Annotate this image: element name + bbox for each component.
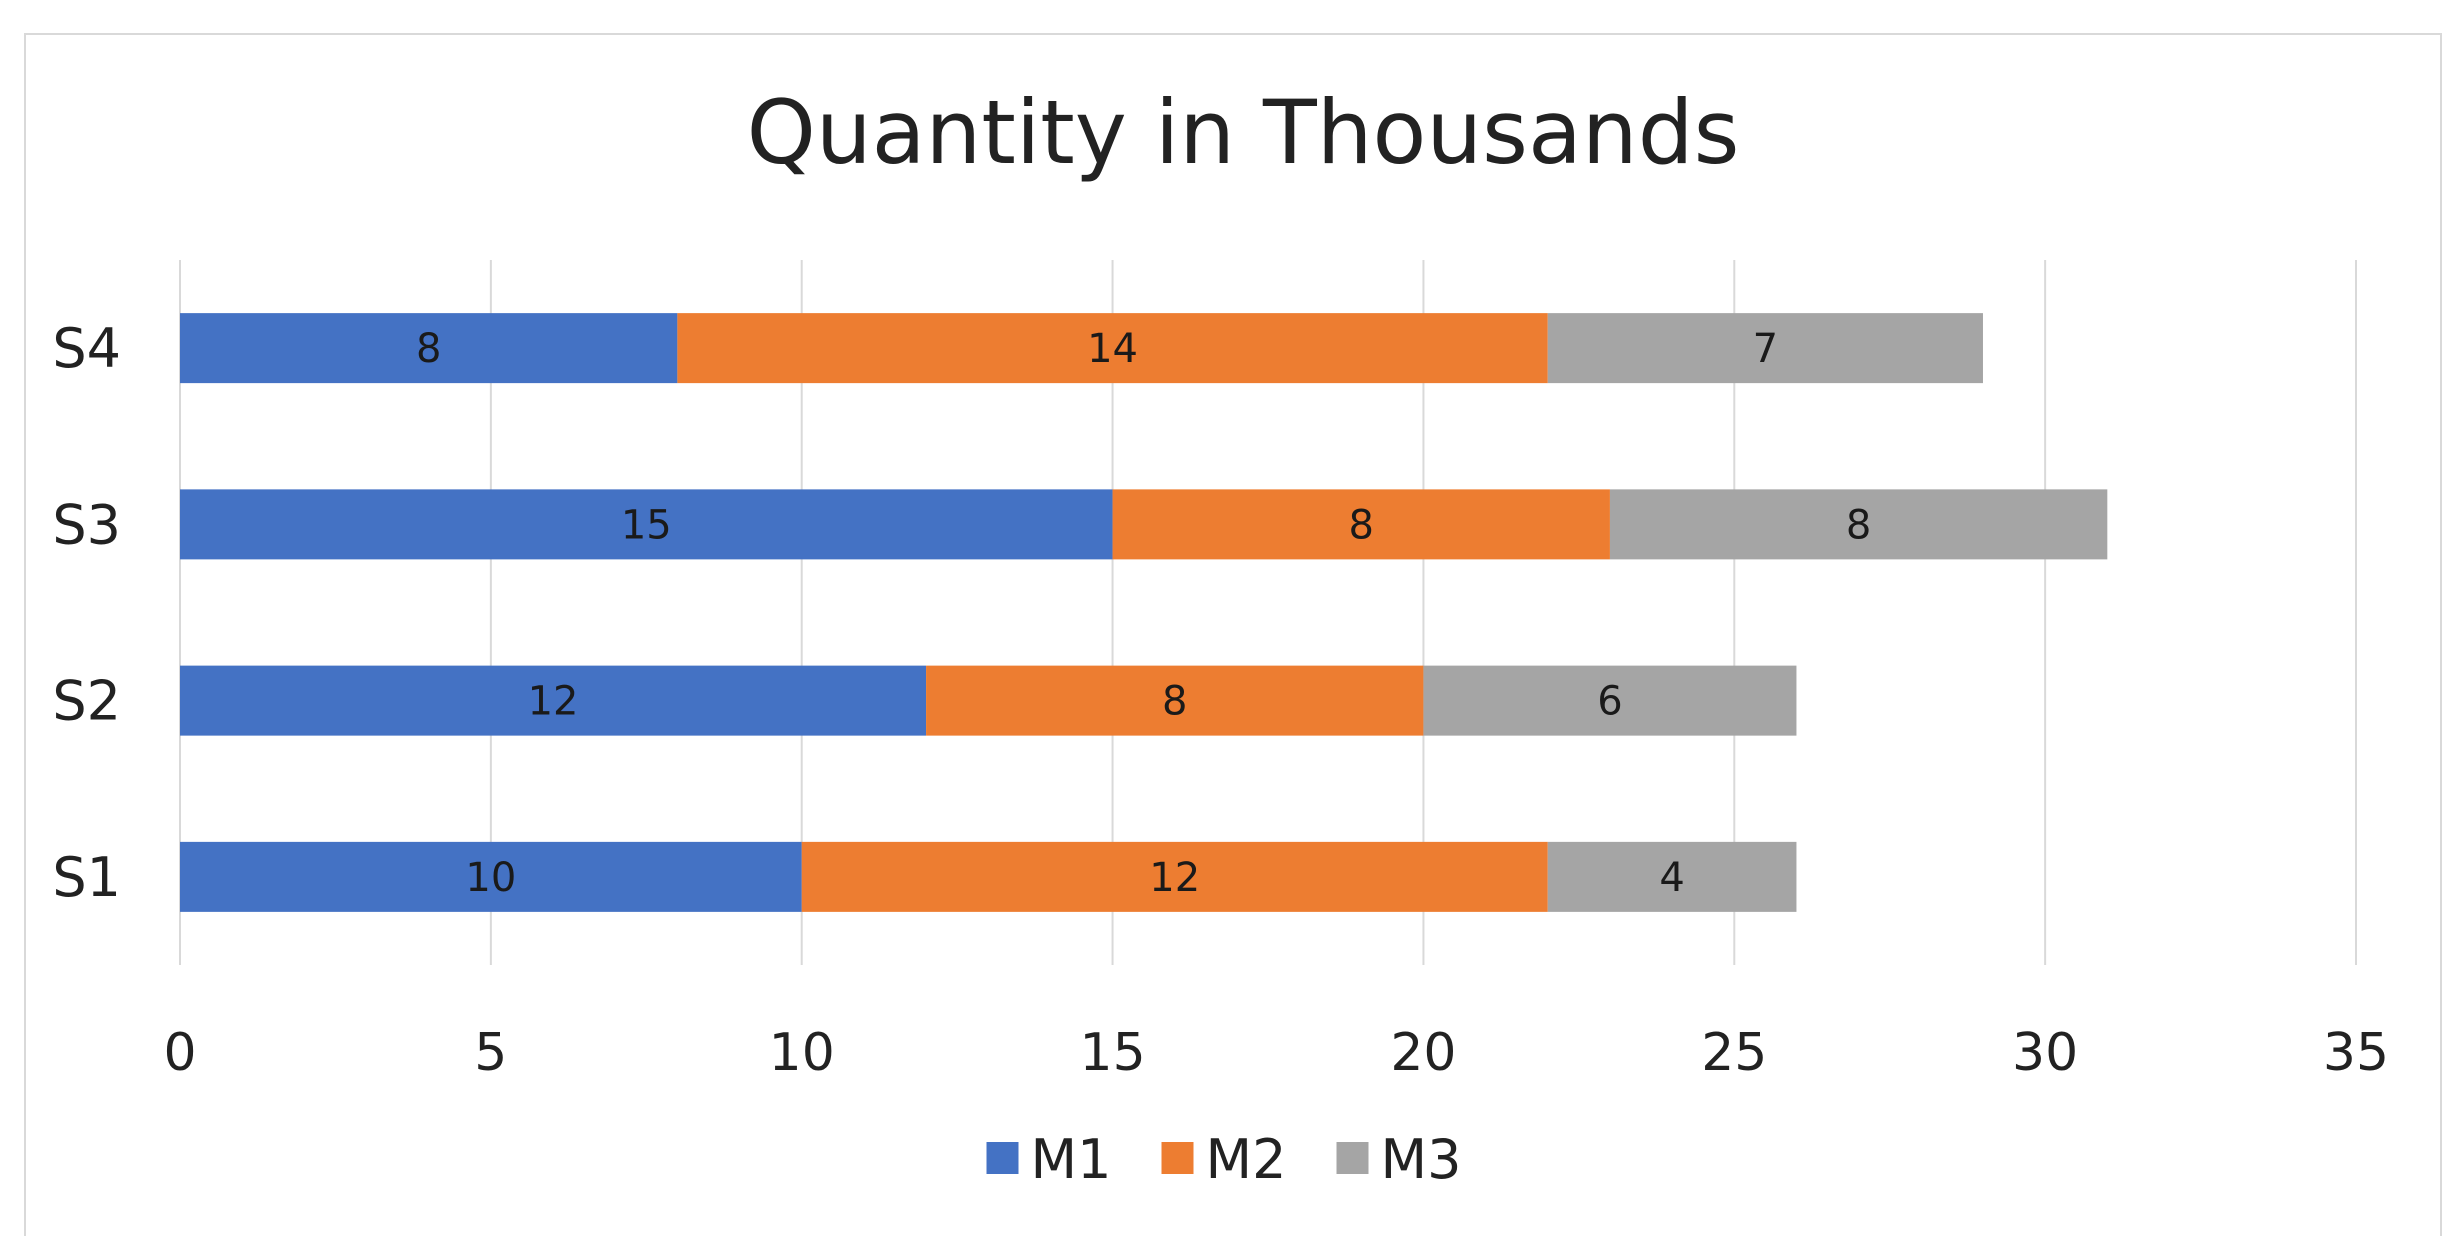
stacked-bar-chart: Quantity in Thousands 10 12 412 8 615 8 88 14 7 … [52,81,2389,1191]
category-label: S3 [52,493,121,556]
x-tick-label: 35 [2323,1023,2389,1083]
data-label: 4 [1659,855,1684,901]
bar-segment-m1 [180,489,1113,560]
data-label: 7 [1753,326,1778,372]
data-label: 8 [416,326,441,372]
data-label: 12 [1149,855,1200,901]
bar-segment-m3 [1423,665,1797,736]
category-label: S4 [52,317,121,380]
legend-swatch [1161,1142,1194,1174]
bar-segment-m2 [677,313,1548,384]
legend-label: M2 [1206,1128,1287,1191]
data-label: 14 [1087,326,1138,372]
legend-swatch [1336,1142,1369,1174]
bar-segment-m2 [926,665,1424,736]
category-axis: S1 S2 S3 S4 [52,317,121,909]
x-tick-label: 30 [2012,1023,2078,1083]
bar-segment-m3 [1609,489,2108,560]
legend-label: M1 [1031,1128,1112,1191]
x-tick-label: 0 [163,1023,196,1083]
value-axis: 0 5 10 15 20 25 30 35 [163,1023,2389,1083]
bar-segment-m1 [180,313,678,384]
data-labels: 10 12 4 12 8 6 15 8 8 8 14 7 [416,326,1871,901]
data-label: 15 [621,502,672,548]
bar-segment-m2 [801,841,1548,912]
x-tick-label: 20 [1390,1023,1456,1083]
category-label: S1 [52,846,121,909]
category-label: S2 [52,670,121,733]
bar-segment-m2 [1112,489,1610,560]
data-label: 8 [1162,679,1187,725]
data-label: 8 [1349,502,1374,548]
x-tick-label: 25 [1701,1023,1767,1083]
legend-swatch [986,1142,1019,1174]
bar-segment-m3 [1547,313,1983,384]
bar-segment-m3 [1547,841,1797,912]
data-label: 12 [528,679,579,725]
bar-segment-m1 [180,665,927,736]
data-label: 8 [1846,502,1871,548]
x-tick-label: 10 [769,1023,835,1083]
chart-frame: Quantity in Thousands 10 12 4 12 8 6 15 8 8 8 14 7 … [24,33,2442,1236]
x-tick-label: 5 [474,1023,507,1083]
legend-label: M3 [1381,1128,1462,1191]
bar-segment-m1 [180,841,802,912]
data-label: 6 [1597,679,1622,725]
legend: M1 M2 M3 [986,1128,1462,1191]
bars [180,313,2108,912]
data-label: 10 [465,855,516,901]
x-tick-label: 15 [1079,1023,1145,1083]
chart-title: Quantity in Thousands [747,81,1740,184]
